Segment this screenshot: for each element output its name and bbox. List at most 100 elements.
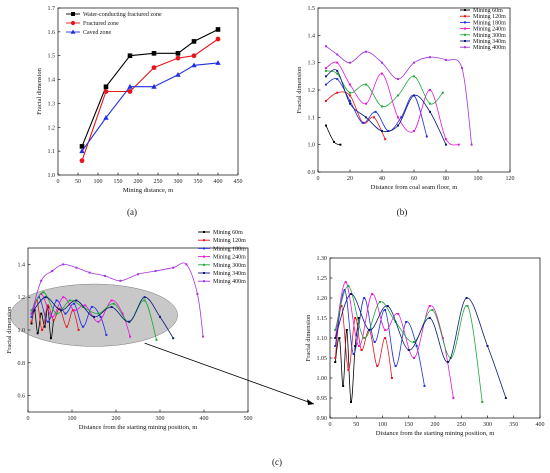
data-point: [336, 91, 339, 94]
data-point: [344, 281, 347, 283]
series-mining-400m: [30, 262, 205, 338]
y-axis-label: Fractal dimension: [296, 66, 303, 114]
x-tick-label: 100: [378, 422, 387, 428]
data-point: [340, 305, 343, 307]
data-point: [191, 62, 197, 68]
data-point: [62, 296, 65, 299]
legend-label: Fractured zone: [83, 21, 119, 27]
data-point: [431, 309, 434, 311]
y-tick-label: 1.6: [48, 30, 56, 36]
y-tick-label: 1.0: [308, 143, 316, 149]
data-point: [349, 91, 351, 94]
data-point: [58, 307, 61, 310]
data-point: [429, 89, 431, 91]
data-point: [55, 312, 58, 315]
data-point: [51, 269, 54, 272]
data-point: [466, 305, 469, 307]
data-point: [75, 266, 78, 269]
data-point: [46, 320, 49, 323]
x-tick-label: 300: [174, 179, 183, 185]
data-point: [357, 317, 360, 319]
data-point: [52, 319, 55, 322]
series-mining-340m: [30, 296, 175, 340]
data-point: [202, 335, 205, 338]
data-point: [77, 329, 80, 331]
data-point: [445, 143, 447, 146]
y-tick-label: 0.90: [317, 416, 328, 422]
x-axis-label: Distance from the starting mining positi…: [376, 430, 495, 437]
data-point: [347, 285, 350, 287]
data-point: [376, 365, 379, 367]
data-point: [325, 124, 327, 127]
data-point: [46, 306, 49, 309]
y-tick-label: 0.9: [308, 170, 316, 176]
data-point: [397, 78, 399, 81]
data-point: [30, 315, 33, 318]
data-point: [413, 94, 415, 97]
data-point: [381, 105, 383, 108]
y-tick-label: 1.4: [18, 262, 26, 268]
legend-label: Mining 340m: [213, 271, 246, 277]
x-tick-label: 120: [506, 176, 515, 182]
y-tick-label: 1.1: [48, 149, 56, 155]
y-tick-label: 1.1: [308, 115, 316, 121]
data-point: [112, 302, 115, 305]
data-point: [325, 99, 327, 102]
x-tick-label: 400: [214, 179, 223, 185]
data-point: [486, 345, 489, 347]
legend-marker: [464, 40, 466, 42]
data-point: [325, 83, 327, 86]
y-tick-label: 1.5: [48, 54, 56, 60]
series-line: [334, 305, 393, 379]
series-line: [334, 285, 483, 403]
series-line: [31, 293, 131, 337]
data-point: [461, 67, 463, 70]
data-point: [38, 296, 40, 299]
y-tick-label: 1.5: [308, 6, 316, 12]
legend-marker: [464, 21, 466, 24]
data-point: [413, 130, 415, 132]
data-point: [415, 345, 418, 347]
plot-frame: [57, 7, 239, 176]
data-point: [33, 309, 36, 312]
x-tick-label: 100: [94, 179, 103, 185]
y-axis-label: Fractal dimension: [6, 306, 13, 354]
x-tick-label: 500: [244, 416, 253, 422]
data-point: [325, 67, 327, 70]
data-point: [361, 121, 364, 124]
data-point: [110, 299, 113, 302]
data-point: [97, 320, 100, 323]
data-point: [42, 291, 45, 294]
data-point: [349, 102, 351, 105]
data-point: [447, 361, 450, 363]
x-tick-label: 150: [404, 422, 413, 428]
x-tick-label: 400: [200, 416, 209, 422]
data-point: [371, 293, 373, 295]
data-point: [336, 53, 339, 56]
legend-label: Caved zone: [83, 30, 111, 36]
data-point: [429, 110, 431, 113]
y-tick-label: 1.2: [308, 88, 316, 94]
series-mining-340m: [325, 69, 447, 146]
series-line: [81, 38, 219, 161]
data-point: [128, 320, 131, 323]
series-mining-180m: [325, 78, 428, 138]
data-point: [191, 53, 197, 59]
data-point: [481, 401, 484, 403]
data-point: [397, 124, 399, 127]
plot-frame: [329, 257, 541, 419]
data-point: [129, 335, 132, 338]
data-point: [400, 116, 403, 119]
data-point: [365, 102, 367, 105]
zoom-arrow-line: [144, 342, 315, 405]
data-point: [349, 94, 351, 97]
data-point: [413, 75, 415, 78]
data-point: [110, 306, 113, 309]
data-point: [413, 357, 415, 359]
x-tick-label: 0: [329, 422, 332, 428]
data-point: [137, 273, 139, 276]
data-point: [349, 61, 351, 64]
data-point: [381, 61, 383, 64]
legend-marker: [464, 15, 466, 18]
